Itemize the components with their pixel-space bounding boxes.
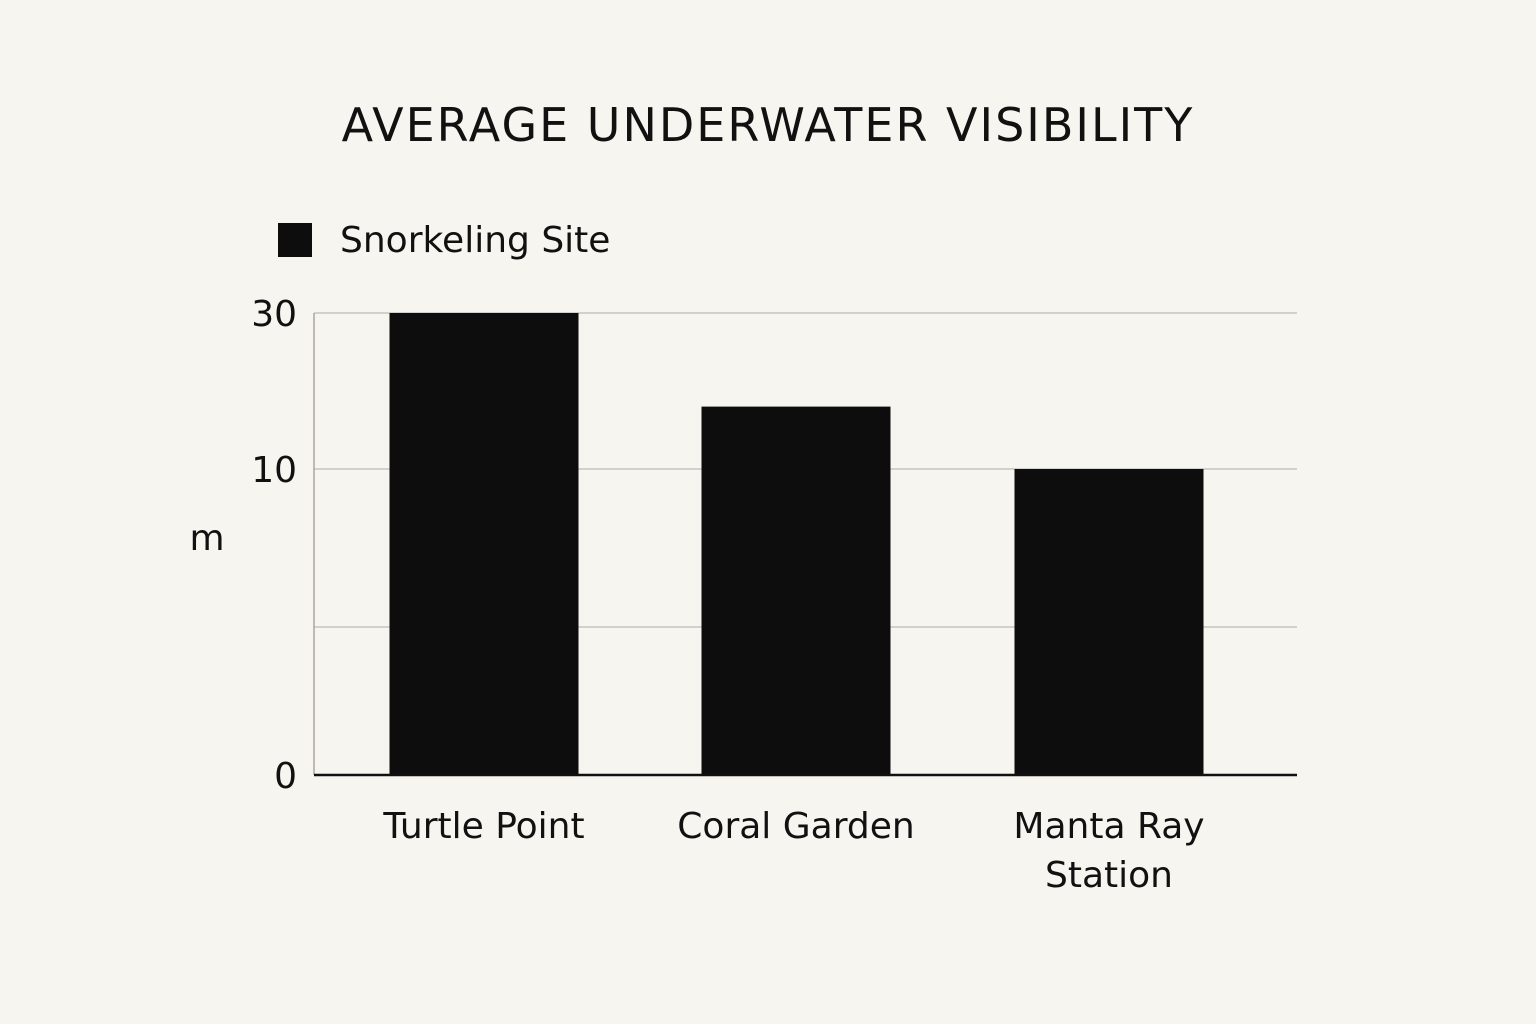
chart-title: AVERAGE UNDERWATER VISIBILITY — [341, 98, 1195, 152]
y-axis-label: m — [189, 518, 224, 559]
legend-swatch — [278, 223, 312, 257]
y-tick-label: 30 — [251, 294, 297, 335]
bar-turtle-point — [389, 313, 579, 775]
bar-coral-garden — [701, 406, 891, 775]
x-tick-label: Manta Ray Station — [1013, 806, 1204, 896]
y-tick-label: 0 — [274, 756, 297, 797]
y-tick-label: 10 — [251, 450, 297, 491]
bar-manta-ray-station — [1014, 469, 1204, 775]
legend: Snorkeling Site — [278, 218, 610, 262]
legend-label: Snorkeling Site — [340, 219, 611, 261]
x-tick-label: Coral Garden — [677, 806, 914, 847]
x-tick-label: Turtle Point — [382, 806, 584, 847]
